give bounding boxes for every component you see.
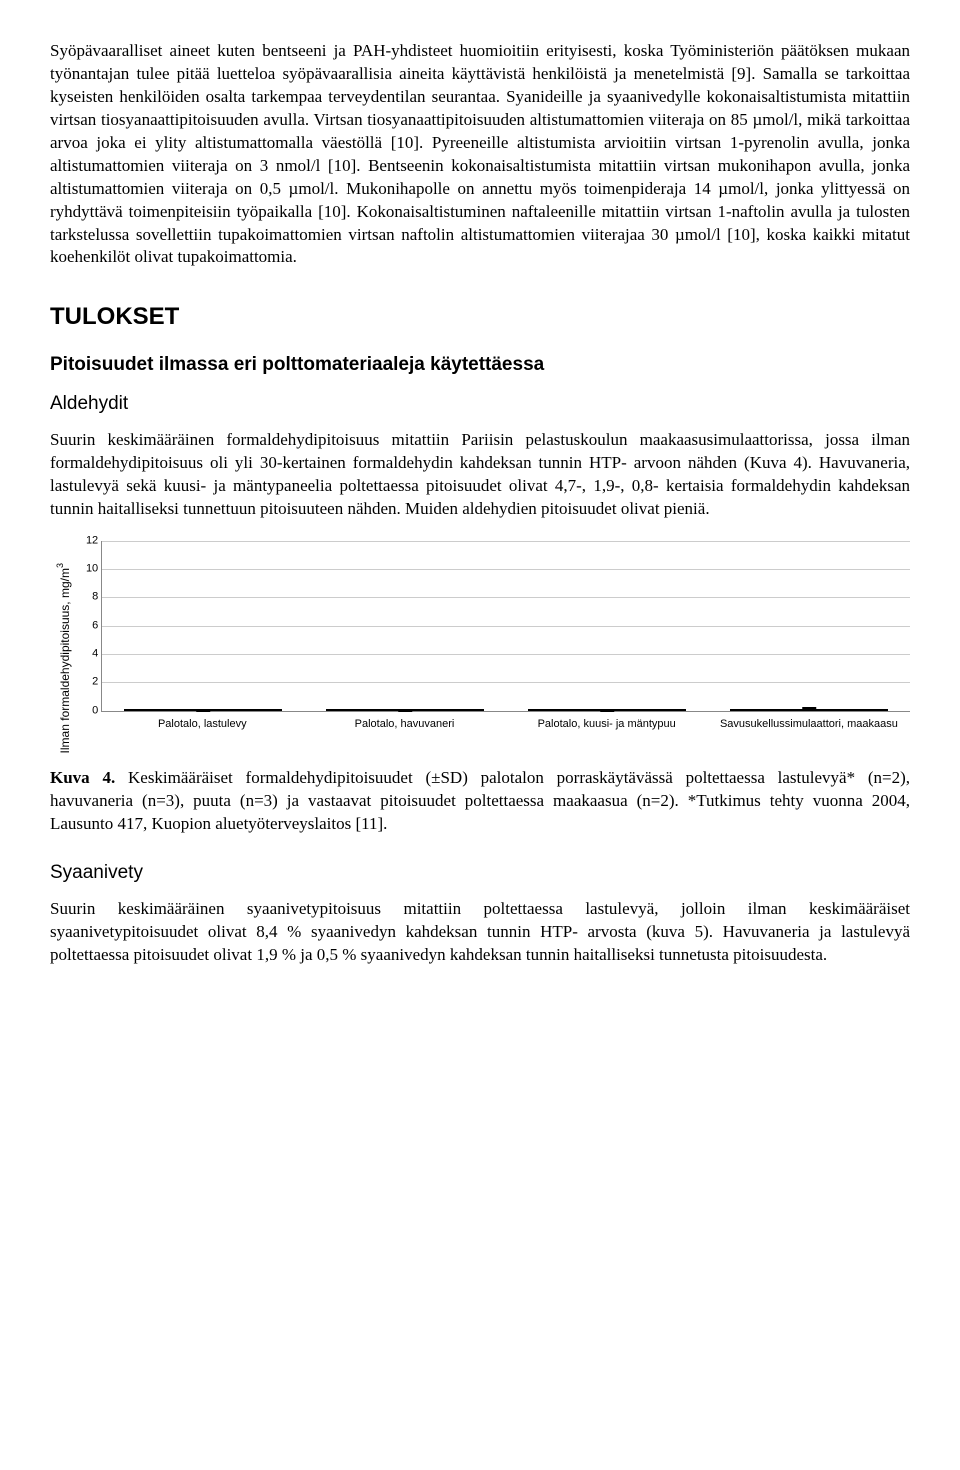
chart-ylabel: Ilman formaldehydipitoisuus, mg/m3 <box>50 541 73 753</box>
chart-bar-cell <box>708 709 910 711</box>
chart-ytick: 12 <box>74 533 98 548</box>
chart-gridline <box>102 626 910 627</box>
chart-bar-cell <box>304 709 506 711</box>
chart-plot-area: 024681012 <box>101 541 910 712</box>
chart-ytick: 2 <box>74 675 98 690</box>
figure-caption-text: Keskimääräiset formaldehydipitoisuudet (… <box>50 768 910 833</box>
chart-xlabel: Palotalo, havuvaneri <box>303 718 505 731</box>
chart-bar-cell <box>506 709 708 711</box>
figure-caption-label: Kuva 4. <box>50 768 115 787</box>
paragraph-syaanivety: Suurin keskimääräinen syaanivetypitoisuu… <box>50 898 910 967</box>
figure-caption: Kuva 4. Keskimääräiset formaldehydipitoi… <box>50 767 910 836</box>
chart-xlabel: Savusukellussimulaattori, maakaasu <box>708 718 910 731</box>
chart-ytick: 0 <box>74 703 98 718</box>
chart-ytick: 10 <box>74 562 98 577</box>
chart-gridline <box>102 682 910 683</box>
chart-ylabel-sup: 3 <box>55 563 65 568</box>
chart-gridline <box>102 569 910 570</box>
paragraph-aldehydit: Suurin keskimääräinen formaldehydipitois… <box>50 429 910 521</box>
paragraph-intro: Syöpävaaralliset aineet kuten bentseeni … <box>50 40 910 269</box>
chart-ylabel-text: Ilman formaldehydipitoisuus, mg/m <box>58 568 72 753</box>
heading-tulokset: TULOKSET <box>50 301 910 333</box>
chart-ytick: 8 <box>74 590 98 605</box>
chart-gridline <box>102 541 910 542</box>
heading-syaanivety: Syaanivety <box>50 860 910 886</box>
chart-xlabels: Palotalo, lastulevyPalotalo, havuvaneriP… <box>101 718 910 731</box>
heading-pitoisuudet: Pitoisuudet ilmassa eri polttomateriaale… <box>50 352 910 378</box>
chart-ytick: 4 <box>74 647 98 662</box>
heading-aldehydit: Aldehydit <box>50 391 910 417</box>
chart-gridline <box>102 597 910 598</box>
chart-xlabel: Palotalo, lastulevy <box>101 718 303 731</box>
chart-bar-cell <box>102 709 304 711</box>
chart-xlabel: Palotalo, kuusi- ja mäntypuu <box>506 718 708 731</box>
chart-gridline <box>102 654 910 655</box>
formaldehyde-chart: Ilman formaldehydipitoisuus, mg/m3 02468… <box>50 541 910 753</box>
chart-ytick: 6 <box>74 618 98 633</box>
